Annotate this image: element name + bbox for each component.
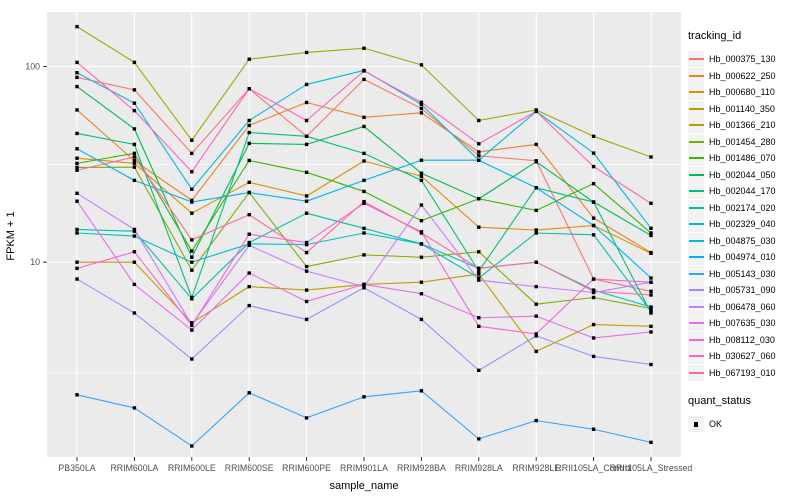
legend-item-label: Hb_001486_070 bbox=[709, 153, 776, 164]
y-tick-label: 100 bbox=[25, 62, 40, 72]
legend-item-label: Hb_001454_280 bbox=[709, 136, 776, 147]
legend-item-Hb_008112_030: Hb_008112_030 bbox=[688, 331, 798, 349]
legend-key-line-icon bbox=[688, 232, 704, 249]
legend-title-tracking-id: tracking_id bbox=[688, 30, 742, 42]
legend-item-Hb_001454_280: Hb_001454_280 bbox=[688, 133, 798, 151]
legend-item-label: Hb_001140_350 bbox=[709, 103, 775, 114]
legend: tracking_id Hb_000375_130 Hb_000622_250 Hb… bbox=[688, 30, 798, 433]
legend-key-line-icon bbox=[688, 100, 704, 117]
legend-item-label: Hb_002044_050 bbox=[709, 169, 776, 180]
legend-key-line-icon bbox=[688, 315, 704, 332]
legend-key-line-icon bbox=[688, 117, 704, 134]
legend-key-line-icon bbox=[688, 183, 704, 200]
series-markers-Hb_004974_010 bbox=[75, 147, 653, 280]
x-tick-label: RRIM600LA bbox=[110, 463, 158, 473]
legend-key-line-icon bbox=[688, 282, 704, 299]
series-markers-Hb_007635_030 bbox=[75, 199, 653, 340]
legend-title-quant-status: quant_status bbox=[688, 395, 751, 407]
legend-key-line-icon bbox=[688, 348, 704, 365]
legend-item-Hb_001486_070: Hb_001486_070 bbox=[688, 150, 798, 167]
legend-item-Hb_000375_130: Hb_000375_130 bbox=[688, 51, 798, 68]
legend-item-Hb_002044_170: Hb_002044_170 bbox=[688, 183, 798, 200]
legend-key-line-icon bbox=[688, 150, 704, 167]
legend-key-line-icon bbox=[688, 133, 704, 150]
legend-item-label: Hb_000680_110 bbox=[709, 87, 775, 98]
legend-key-point-icon bbox=[688, 416, 704, 433]
legend-key-line-icon bbox=[688, 216, 704, 233]
x-axis-title: sample_name bbox=[329, 480, 398, 492]
legend-item-Hb_067193_010: Hb_067193_010 bbox=[688, 364, 798, 382]
legend-item-Hb_006478_060: Hb_006478_060 bbox=[688, 298, 798, 316]
legend-item-label: OK bbox=[709, 419, 723, 430]
legend-item-label: Hb_002044_170 bbox=[709, 186, 776, 197]
y-tick-label: 10 bbox=[30, 257, 40, 267]
x-tick-label: RRIM600SE bbox=[225, 463, 274, 473]
legend-key-line-icon bbox=[688, 199, 704, 216]
y-axis-title: FPKM + 1 bbox=[5, 211, 17, 260]
series-markers-Hb_005143_030 bbox=[75, 389, 653, 448]
legend-key-line-icon bbox=[688, 364, 704, 381]
legend-item-Hb_030627_060: Hb_030627_060 bbox=[688, 348, 798, 365]
legend-item-label: Hb_004974_010 bbox=[709, 252, 776, 263]
legend-key-line-icon bbox=[688, 51, 704, 68]
x-tick-label: RRIM928LA bbox=[455, 463, 503, 473]
legend-item-Hb_002329_040: Hb_002329_040 bbox=[688, 216, 798, 233]
legend-item-label: Hb_067193_010 bbox=[709, 367, 776, 378]
legend-key-line-icon bbox=[688, 67, 704, 84]
legend-items-quant-status: OK bbox=[688, 416, 798, 433]
x-tick-label: RRIM928BA bbox=[397, 463, 446, 473]
series-markers-Hb_000680_110 bbox=[75, 156, 653, 256]
legend-item-label: Hb_006478_060 bbox=[709, 301, 776, 312]
legend-item-label: Hb_007635_030 bbox=[709, 318, 776, 329]
series-markers-Hb_030627_060 bbox=[75, 60, 653, 205]
legend-key-line-icon bbox=[688, 331, 704, 348]
x-tick-label: RRII105LA_Stressed bbox=[610, 463, 693, 473]
legend-item-label: Hb_008112_030 bbox=[709, 334, 775, 345]
legend-key-line-icon bbox=[688, 298, 704, 315]
legend-item-label: Hb_005143_030 bbox=[709, 268, 776, 279]
legend-item-label: Hb_030627_060 bbox=[709, 351, 776, 362]
x-tick-label: RRIM928LE bbox=[512, 463, 560, 473]
x-tick-label: RRIM600PE bbox=[282, 463, 331, 473]
legend-key-line-icon bbox=[688, 166, 704, 183]
legend-item-Hb_000680_110: Hb_000680_110 bbox=[688, 84, 798, 101]
legend-item-label: Hb_001366_210 bbox=[709, 120, 776, 131]
legend-item-Hb_002174_020: Hb_002174_020 bbox=[688, 199, 798, 217]
x-tick-label: RRII105LA_Control bbox=[555, 463, 631, 473]
x-tick-label: RRIM901LA bbox=[340, 463, 388, 473]
legend-item-Hb_001366_210: Hb_001366_210 bbox=[688, 117, 798, 134]
legend-item-Hb_005731_090: Hb_005731_090 bbox=[688, 282, 798, 299]
legend-item-Hb_005143_030: Hb_005143_030 bbox=[688, 265, 798, 283]
legend-key-line-icon bbox=[688, 249, 704, 266]
legend-item-Hb_007635_030: Hb_007635_030 bbox=[688, 315, 798, 332]
legend-item-Hb_004974_010: Hb_004974_010 bbox=[688, 249, 798, 266]
legend-key-line-icon bbox=[688, 265, 704, 282]
legend-item-label: Hb_000622_250 bbox=[709, 70, 776, 81]
legend-item-Hb_001140_350: Hb_001140_350 bbox=[688, 100, 798, 118]
x-tick-label: PB350LA bbox=[58, 463, 95, 473]
legend-item-label: Hb_002329_040 bbox=[709, 219, 776, 230]
legend-item-label: Hb_005731_090 bbox=[709, 285, 776, 296]
series-markers-Hb_067193_010 bbox=[75, 155, 653, 297]
x-tick-label: RRIM600LE bbox=[168, 463, 216, 473]
series-markers-Hb_001486_070 bbox=[75, 151, 653, 253]
legend-item-label: Hb_004875_030 bbox=[709, 235, 776, 246]
legend-key-line-icon bbox=[688, 84, 704, 101]
legend-items-tracking-id: Hb_000375_130 Hb_000622_250 Hb_000680_110 H… bbox=[688, 51, 798, 381]
legend-item-label: Hb_002174_020 bbox=[709, 202, 776, 213]
legend-item-quant-OK: OK bbox=[688, 416, 798, 433]
legend-item-label: Hb_000375_130 bbox=[709, 54, 776, 65]
legend-item-Hb_002044_050: Hb_002044_050 bbox=[688, 166, 798, 184]
legend-item-Hb_004875_030: Hb_004875_030 bbox=[688, 232, 798, 250]
legend-item-Hb_000622_250: Hb_000622_250 bbox=[688, 67, 798, 85]
